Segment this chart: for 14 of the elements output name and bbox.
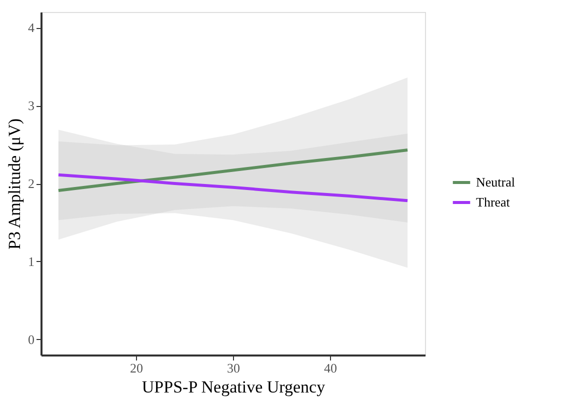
x-tick-label: 40 (324, 360, 337, 376)
line-series (56, 148, 410, 192)
y-tick-label: 4 (28, 20, 35, 36)
legend-label: Threat (476, 194, 510, 210)
line-series (56, 173, 410, 202)
x-tick-label: 30 (227, 360, 240, 376)
x-tick-label: 20 (130, 360, 144, 376)
y-axis-title: P3 Amplitude (μV) (5, 118, 24, 250)
y-tick-label: 2 (28, 176, 34, 191)
x-axis-title: UPPS-P Negative Urgency (142, 378, 326, 396)
y-tick-label: 0 (28, 332, 34, 347)
y-tick-label: 1 (28, 254, 34, 269)
legend-label: Neutral (476, 174, 516, 190)
y-tick-label: 3 (28, 98, 34, 114)
